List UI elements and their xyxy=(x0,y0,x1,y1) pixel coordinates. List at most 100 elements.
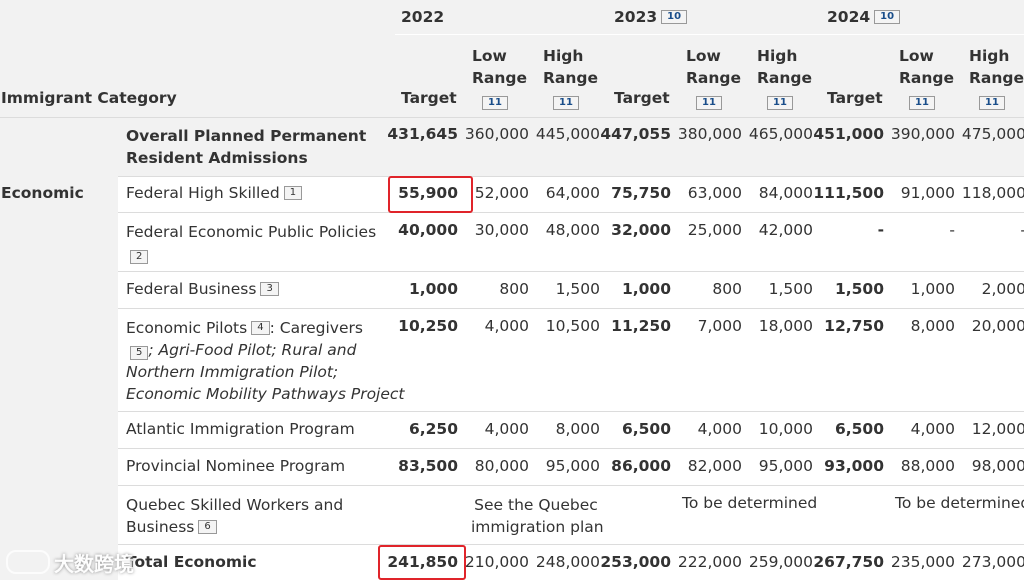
footnote-ref[interactable]: 6 xyxy=(198,520,217,534)
table-cell: 390,000 xyxy=(890,125,955,143)
quebec-note-2024: To be determined xyxy=(895,494,1024,512)
table-cell: 12,750 xyxy=(824,317,884,335)
table-cell: 273,000 xyxy=(961,553,1024,571)
row-label-economic-pilots: Economic Pilots 4: Caregivers 5; Agri-Foo… xyxy=(126,319,405,403)
table-cell: 30,000 xyxy=(474,221,529,239)
target-header-2022: Target xyxy=(401,89,457,107)
year-2022: 2022 xyxy=(401,8,445,26)
row-divider xyxy=(118,544,1024,545)
high-range-header-2024: High Range 11 xyxy=(969,47,1024,110)
table-cell: 11,250 xyxy=(611,317,671,335)
table-cell: 380,000 xyxy=(677,125,742,143)
table-cell: 83,500 xyxy=(398,457,458,475)
highlight-box xyxy=(388,176,473,213)
table-cell: 95,000 xyxy=(758,457,813,475)
table-cell: 63,000 xyxy=(687,184,742,202)
row-label-federal-high-skilled: Federal High Skilled 1 xyxy=(126,184,303,202)
table-cell: 95,000 xyxy=(545,457,600,475)
table-cell: 253,000 xyxy=(600,553,671,571)
table-cell: 86,000 xyxy=(611,457,671,475)
table-cell: 6,250 xyxy=(408,420,458,438)
target-header-2023: Target xyxy=(614,89,670,107)
quebec-note-2022: See the Quebec immigration plan xyxy=(471,496,604,536)
table-cell: 12,000 xyxy=(971,420,1024,438)
high-range-header-2023: High Range 11 xyxy=(757,47,813,110)
table-cell: 6,500 xyxy=(621,420,671,438)
footnote-ref[interactable]: 10 xyxy=(874,10,901,24)
year-2023: 2023 10 xyxy=(614,8,688,26)
high-range-header-2022: High Range 11 xyxy=(543,47,599,110)
table-cell: 82,000 xyxy=(687,457,742,475)
table-cell: 1,500 xyxy=(834,280,884,298)
row-divider xyxy=(118,411,1024,412)
table-cell: 248,000 xyxy=(535,553,600,571)
low-range-header-2023: Low Range 11 xyxy=(686,47,742,110)
table-cell: 475,000 xyxy=(961,125,1024,143)
overall-label: Overall Planned Permanent Resident Admiss… xyxy=(126,127,367,167)
table-cell: 10,000 xyxy=(758,420,813,438)
footnote-ref[interactable]: 3 xyxy=(260,282,279,296)
row-label-atlantic-immigration: Atlantic Immigration Program xyxy=(126,420,355,438)
table-cell: 48,000 xyxy=(545,221,600,239)
table-cell: 259,000 xyxy=(748,553,813,571)
table-cell: 93,000 xyxy=(824,457,884,475)
category-column xyxy=(0,176,118,580)
footnote-ref[interactable]: 11 xyxy=(767,96,793,110)
row-divider xyxy=(118,485,1024,486)
footnote-ref[interactable]: 1 xyxy=(283,186,303,200)
table-cell: 800 xyxy=(499,280,529,298)
footnote-ref[interactable]: 11 xyxy=(553,96,579,110)
table-cell: 6,500 xyxy=(834,420,884,438)
category-economic: Economic xyxy=(1,184,84,202)
table-cell: 235,000 xyxy=(890,553,955,571)
footnote-ref[interactable]: 11 xyxy=(482,96,508,110)
footnote-ref[interactable]: 2 xyxy=(130,250,149,264)
footnote-ref[interactable]: 10 xyxy=(661,10,688,24)
total-economic-label: Total Economic xyxy=(126,553,257,571)
low-range-header-2024: Low Range 11 xyxy=(899,47,955,110)
table-cell: 1,500 xyxy=(768,280,813,298)
table-cell: 4,000 xyxy=(910,420,955,438)
table-cell: 118,000 xyxy=(961,184,1024,202)
table-cell: 4,000 xyxy=(697,420,742,438)
table-cell: 8,000 xyxy=(555,420,600,438)
table-cell: - xyxy=(1020,221,1024,239)
table-cell: 98,000 xyxy=(971,457,1024,475)
footnote-ref[interactable]: 11 xyxy=(909,96,935,110)
row-divider xyxy=(118,212,1024,213)
table-cell: 447,055 xyxy=(600,125,671,143)
table-cell: 1,500 xyxy=(555,280,600,298)
footnote-ref[interactable]: 4 xyxy=(251,321,270,335)
table-cell: 20,000 xyxy=(971,317,1024,335)
target-header-2024: Target xyxy=(827,89,883,107)
watermark: 大数跨境 xyxy=(6,548,134,577)
table-cell: 4,000 xyxy=(484,317,529,335)
table-cell: 40,000 xyxy=(398,221,458,239)
table-cell: 2,000 xyxy=(981,280,1024,298)
table-cell: 445,000 xyxy=(535,125,600,143)
table-cell: 1,000 xyxy=(408,280,458,298)
table-cell: 7,000 xyxy=(697,317,742,335)
table-cell: 91,000 xyxy=(900,184,955,202)
table-cell: 4,000 xyxy=(484,420,529,438)
table-cell: 75,750 xyxy=(611,184,671,202)
table-cell: 88,000 xyxy=(900,457,955,475)
row-divider xyxy=(118,308,1024,309)
table-cell: 52,000 xyxy=(474,184,529,202)
table-cell: 18,000 xyxy=(758,317,813,335)
table-cell: 10,500 xyxy=(545,317,600,335)
table-cell: 25,000 xyxy=(687,221,742,239)
footnote-ref[interactable]: 5 xyxy=(130,346,149,360)
row-label-quebec-skilled: Quebec Skilled Workers and Business 6 xyxy=(126,496,344,536)
row-label-federal-economic-public-policies: Federal Economic Public Policies 2 xyxy=(126,223,377,264)
header-white-gap xyxy=(395,34,1024,35)
footnote-ref[interactable]: 11 xyxy=(979,96,1005,110)
table-cell: 1,000 xyxy=(910,280,955,298)
category-column-header: Immigrant Category xyxy=(1,89,177,107)
footnote-ref[interactable]: 11 xyxy=(696,96,722,110)
table-cell: 42,000 xyxy=(758,221,813,239)
table-cell: 10,250 xyxy=(398,317,458,335)
table-cell: 800 xyxy=(712,280,742,298)
table-cell: 32,000 xyxy=(611,221,671,239)
table-cell: - xyxy=(877,221,884,239)
